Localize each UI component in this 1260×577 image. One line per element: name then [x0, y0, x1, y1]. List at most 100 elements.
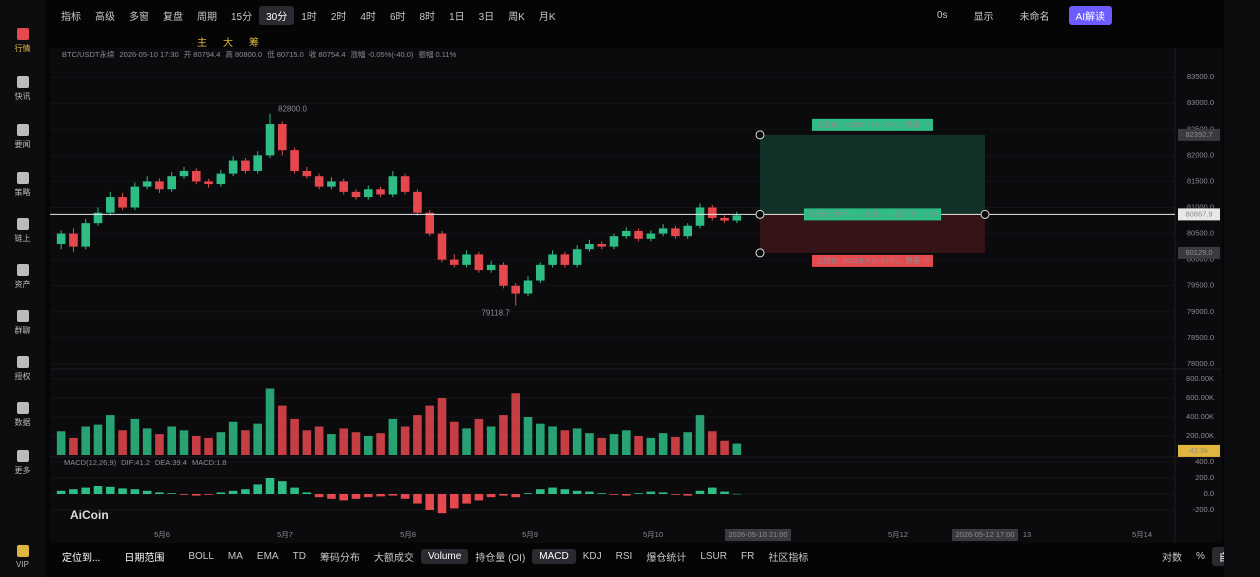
top-toolbar: 指标 高级 多窗 复盘 周期 15分 30分 1时 2时 4时 6时 8时 1日 3日 周K 月K [54, 6, 563, 25]
sidebar-label: 快讯 [14, 92, 31, 101]
candle-body [290, 150, 299, 171]
volume-bar [425, 405, 435, 455]
toolbar-button[interactable]: 指标 [61, 12, 81, 23]
macd-bar [597, 493, 607, 494]
candle-body [400, 176, 410, 192]
macd-bar [634, 493, 643, 494]
toolbar-button[interactable]: 显示 [973, 12, 994, 23]
period-button[interactable]: 6时 [389, 12, 406, 23]
candle-body [425, 212, 435, 234]
volume-bar [449, 421, 459, 455]
period-button[interactable]: 1时 [301, 12, 317, 23]
period-button[interactable]: 2时 [330, 12, 347, 23]
y-tick-label: 400.00K [1186, 412, 1214, 421]
indicator-button[interactable]: RSI [615, 551, 633, 562]
period-button[interactable]: 3日 [478, 12, 495, 23]
y-tick-label: 82500.0 [1187, 124, 1214, 133]
volume-bar [511, 393, 521, 455]
scale-button[interactable]: 对数 [1162, 553, 1182, 564]
price-tag-label: 82392.7 [1185, 130, 1212, 139]
indicator-button[interactable]: 大额成交 [373, 553, 414, 564]
macd-bar [683, 494, 693, 496]
macd-bar [388, 494, 398, 496]
toolbar-button[interactable]: 高级 [95, 12, 115, 23]
period-button[interactable]: 8时 [419, 12, 436, 23]
loss-zone [760, 214, 985, 253]
toolbar-button[interactable]: 周期 [197, 12, 217, 23]
sidebar-item[interactable]: 授权 [0, 356, 45, 382]
toolbar-button[interactable]: AI解读 [1068, 6, 1113, 25]
indicator-button[interactable]: 爆仓统计 [646, 553, 687, 564]
sidebar-item[interactable]: VIP [0, 545, 45, 569]
bottom-button[interactable]: 日期范围 [124, 553, 165, 564]
period-button[interactable]: 30分 [259, 6, 295, 25]
macd-bar [671, 494, 680, 495]
draw-tool[interactable]: 筹 [249, 38, 259, 49]
sidebar-item[interactable]: 资产 [0, 264, 45, 290]
y-tick-label: 80500.0 [1187, 229, 1214, 238]
macd-bar [155, 492, 164, 494]
indicator-button[interactable]: TD [292, 551, 306, 562]
indicator-button[interactable]: 持仓量 (OI) [475, 553, 526, 564]
macd-bar [646, 491, 656, 494]
period-button[interactable]: 15分 [231, 12, 253, 23]
indicator-button[interactable]: FR [741, 551, 755, 562]
period-button[interactable]: 4时 [360, 12, 376, 23]
candle-body [155, 181, 164, 190]
candle-body [216, 173, 226, 185]
period-button[interactable]: 1日 [449, 12, 465, 23]
indicator-button[interactable]: EMA [256, 551, 279, 562]
volume-bar [191, 436, 201, 455]
candle-body [671, 228, 680, 237]
draw-tool[interactable]: 主 [197, 38, 207, 49]
period-button[interactable]: 月K [538, 12, 556, 23]
candle-body [535, 264, 545, 281]
macd-bar [302, 492, 312, 494]
indicator-button[interactable]: 筹码分布 [319, 553, 360, 564]
volume-bar [155, 434, 164, 455]
period-button[interactable]: 周K [508, 12, 525, 23]
indicator-button[interactable]: MACD [532, 549, 576, 564]
indicator-button[interactable]: MA [227, 551, 243, 562]
macd-legend: DIF:41.2 [121, 458, 150, 467]
candle-body [81, 223, 91, 247]
macd-bar [707, 487, 717, 494]
indicator-button[interactable]: KDJ [582, 551, 602, 562]
volume-bar [621, 430, 631, 455]
sidebar-item[interactable]: 策略 [0, 172, 45, 198]
candle-body [413, 191, 422, 213]
volume-bar [118, 430, 127, 455]
toolbar-button[interactable]: 多窗 [129, 12, 149, 23]
indicator-button[interactable]: LSUR [700, 551, 728, 562]
indicator-button[interactable]: BOLL [188, 551, 214, 562]
sidebar-item[interactable]: 快讯 [0, 76, 45, 102]
sidebar-item[interactable]: 更多 [0, 450, 45, 476]
macd-bar [56, 490, 66, 494]
candle-body [302, 170, 312, 177]
draw-tool[interactable]: 大 [223, 38, 233, 49]
bottom-button[interactable]: 定位到... [62, 553, 101, 564]
handle [980, 209, 990, 219]
info-text: 开 80794.4 [184, 50, 221, 59]
toolbar-button[interactable]: 复盘 [163, 12, 183, 23]
sidebar-item[interactable]: 数据 [0, 402, 45, 428]
sidebar-item[interactable]: 链上 [0, 218, 45, 244]
candle-body [167, 176, 177, 190]
volume-bar [69, 437, 78, 455]
volume-bar [327, 434, 336, 455]
volume-bar [683, 432, 693, 455]
sidebar-item[interactable]: 群聊 [0, 310, 45, 336]
sidebar-item[interactable]: 行情 [0, 28, 45, 54]
volume-bar [400, 426, 410, 455]
volume-bar [228, 421, 238, 455]
scale-button[interactable]: % [1196, 551, 1205, 562]
indicator-button[interactable]: Volume [420, 549, 469, 564]
position-label-bg [803, 208, 942, 221]
toolbar-button[interactable]: 0s [937, 10, 948, 21]
toolbar-button[interactable]: 未命名 [1019, 12, 1050, 23]
candle-body [621, 230, 631, 237]
sidebar-item[interactable]: 要闻 [0, 124, 45, 150]
indicator-button[interactable]: 社区指标 [768, 553, 809, 564]
high-annotation: 82800.0 [278, 105, 307, 114]
volume-bar [302, 430, 312, 455]
